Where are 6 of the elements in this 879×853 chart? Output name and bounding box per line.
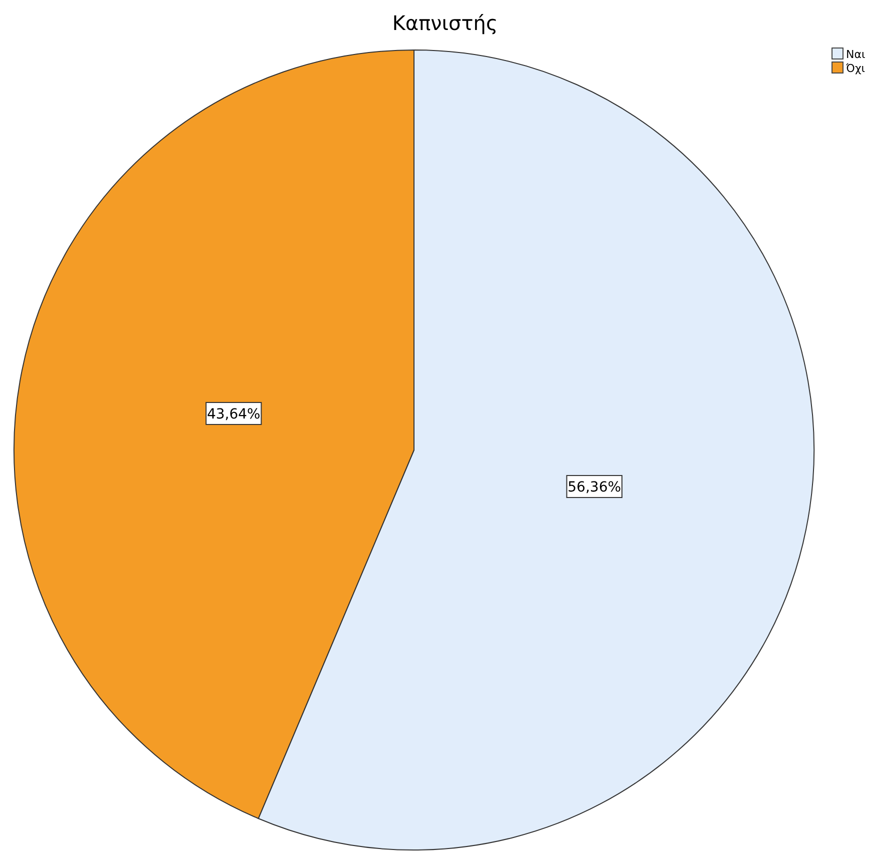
legend: Ναι Όχι [832, 48, 866, 75]
chart-title: Καπνιστής [392, 11, 498, 35]
data-label: 43,64% [206, 406, 260, 422]
legend-label: Όχι [845, 62, 866, 75]
data-label: 56,36% [568, 480, 622, 496]
slice-label: Ναι [846, 48, 866, 61]
